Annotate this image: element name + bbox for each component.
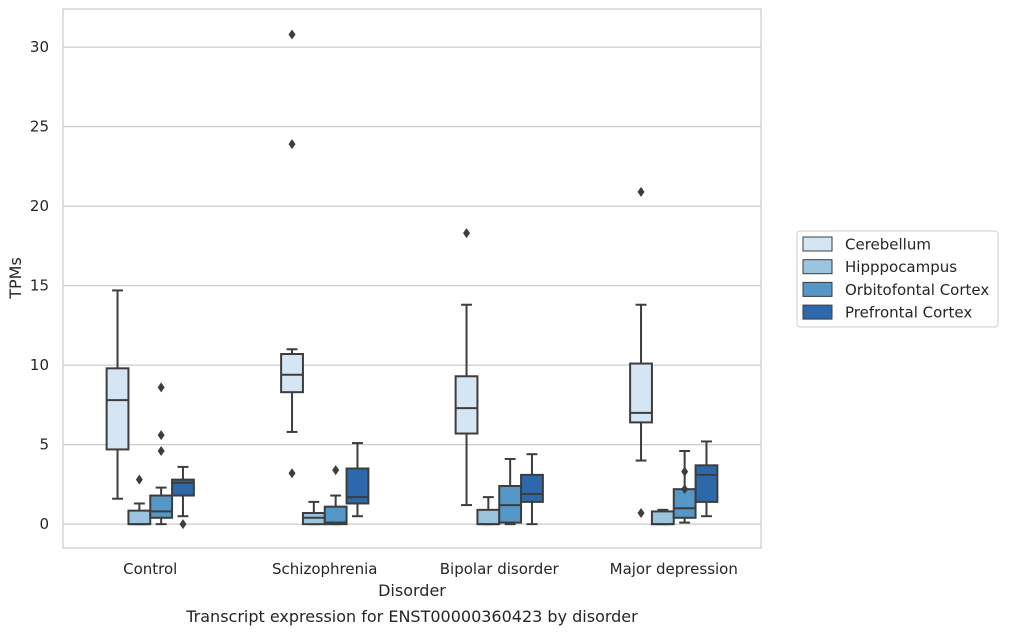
outlier-point xyxy=(157,446,165,457)
y-tick-label: 25 xyxy=(30,118,49,136)
box-group xyxy=(520,453,544,526)
y-tick-label: 15 xyxy=(30,277,49,295)
box-group xyxy=(650,508,675,526)
outlier-point xyxy=(681,484,689,495)
box-group xyxy=(171,465,195,530)
legend-swatch xyxy=(802,304,833,320)
box-iqr xyxy=(520,473,544,503)
outlier-point xyxy=(288,29,296,40)
legend: Cerebellum Hipppocampus Orbitofontal Corte… xyxy=(796,230,999,328)
outlier-point xyxy=(288,139,296,150)
box-group xyxy=(694,440,719,518)
outlier-point xyxy=(157,430,165,441)
box-group xyxy=(454,228,479,507)
box-group xyxy=(672,450,697,524)
x-tick-label: Schizophrenia xyxy=(272,560,377,578)
chart-caption: Transcript expression for ENST0000036042… xyxy=(185,607,638,626)
y-tick-label: 30 xyxy=(30,38,49,56)
outlier-point xyxy=(681,466,689,477)
outlier-point xyxy=(135,474,143,485)
box-group xyxy=(280,29,304,479)
y-axis-title: TPMs xyxy=(6,257,25,300)
box-iqr xyxy=(454,375,479,435)
box-iqr xyxy=(149,494,174,519)
outlier-point xyxy=(179,519,187,530)
grid-lines xyxy=(63,46,761,525)
box-group xyxy=(301,500,326,526)
box-group xyxy=(498,457,523,526)
box-iqr xyxy=(127,509,152,526)
x-tick-label: Major depression xyxy=(610,560,738,578)
x-tick-label: Control xyxy=(123,560,177,578)
box-group xyxy=(323,465,348,526)
outlier-point xyxy=(157,382,165,393)
y-tick-label: 10 xyxy=(30,356,49,374)
y-tick-label: 20 xyxy=(30,197,49,215)
plot-area-frame xyxy=(62,8,762,549)
y-tick-label: 0 xyxy=(39,515,49,533)
y-tick-label: 5 xyxy=(39,436,49,454)
outlier-point xyxy=(332,465,340,476)
legend-swatch xyxy=(802,236,833,252)
outlier-point xyxy=(288,468,296,479)
outlier-point xyxy=(463,228,471,239)
box-group xyxy=(127,474,152,526)
y-tick-labels: 0 5 10 15 20 25 30 xyxy=(30,38,49,533)
legend-label: Cerebellum xyxy=(845,236,931,254)
box-iqr xyxy=(280,353,304,394)
legend-frame xyxy=(796,230,999,328)
box-iqr xyxy=(629,362,653,424)
outlier-point xyxy=(637,508,645,519)
legend-label: Prefrontal Cortex xyxy=(845,304,972,322)
boxes-layer xyxy=(105,29,719,530)
box-group xyxy=(345,442,370,518)
box-iqr xyxy=(650,510,675,526)
box-iqr xyxy=(476,508,501,526)
legend-swatch xyxy=(802,281,833,297)
outlier-point xyxy=(637,186,645,197)
legend-label: Orbitofontal Cortex xyxy=(845,281,989,299)
x-axis-title: Disorder xyxy=(378,581,446,600)
box-iqr xyxy=(694,464,719,503)
box-group xyxy=(476,496,501,526)
x-tick-labels: Control Schizophrenia Bipolar disorder Majo… xyxy=(123,560,738,578)
box-group xyxy=(149,382,174,526)
box-iqr xyxy=(323,505,348,526)
box-group xyxy=(629,186,653,519)
box-iqr xyxy=(105,367,130,451)
legend-label: Hipppocampus xyxy=(845,258,957,276)
x-tick-label: Bipolar disorder xyxy=(440,560,560,578)
box-iqr xyxy=(345,467,370,505)
box-group xyxy=(105,289,130,500)
legend-swatch xyxy=(802,259,833,275)
